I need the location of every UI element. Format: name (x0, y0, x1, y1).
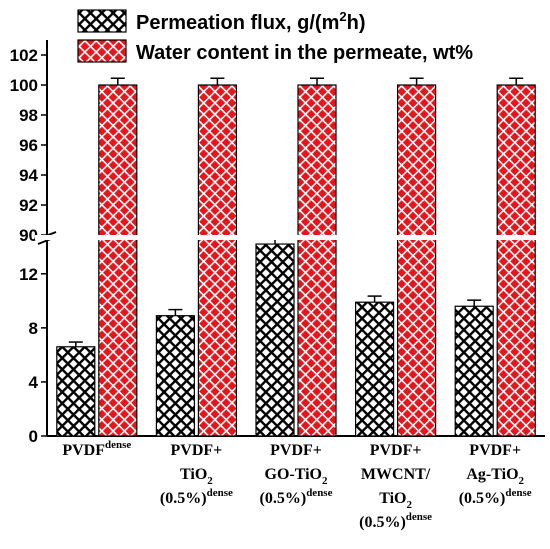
category-label-4: PVDF+ Ag-TiO2 (0.5%)dense (459, 442, 532, 507)
y-tick-label-upper-3: 96 (19, 136, 38, 155)
y-tick-label-lower-2: 8 (29, 319, 38, 338)
bars (35, 77, 547, 437)
bar-s0-1 (155, 315, 195, 437)
bar-s0-0 (56, 346, 96, 437)
bar-s1-1 (197, 84, 237, 437)
legend-label-permeation-flux: Permeation flux, g/(m2h) (136, 9, 366, 34)
category-label-1: PVDF+ TiO2 (0.5%)dense (160, 442, 233, 507)
category-label-0: PVDFdense (62, 439, 131, 459)
bar-s1-4 (496, 84, 536, 437)
axis-break-gap (35, 235, 547, 240)
legend-swatch-water-content (77, 39, 127, 63)
legend-label-water-content: Water content in the permeate, wt% (136, 42, 473, 64)
y-tick-label-upper-2: 94 (19, 166, 38, 185)
category-label-3: PVDF+ MWCNT/TiO2 (0.5%)dense (359, 442, 432, 531)
bar-s0-3 (355, 301, 395, 437)
bar-s1-0 (98, 84, 138, 437)
y-tick-label-upper-1: 92 (19, 196, 38, 215)
bar-s1-3 (397, 84, 437, 437)
y-tick-label-lower-1: 4 (29, 373, 39, 392)
category-label-2: PVDF+ GO-TiO2 (0.5%)dense (260, 442, 333, 507)
bar-s0-4 (454, 305, 494, 437)
bar-s0-2 (255, 243, 295, 437)
y-tick-label-lower-0: 0 (29, 427, 38, 446)
y-tick-label-upper-4: 98 (19, 106, 38, 125)
axes: 0 4 8 12 90 92 94 96 98 100 102 (10, 40, 545, 446)
bar-s1-2 (297, 84, 337, 437)
legend-swatch-permeation-flux (77, 9, 127, 33)
y-tick-label-upper-5: 100 (10, 76, 38, 95)
category-labels: PVDFdense PVDF+ TiO2 (0.5%)dense PVDF+ GO-TiO… (62, 439, 531, 531)
y-tick-label-upper-0: 90 (19, 226, 38, 245)
y-tick-label-lower-3: 12 (19, 265, 38, 284)
legend: Permeation flux, g/(m2h) Water content i… (77, 9, 473, 64)
y-tick-label-upper-6: 102 (10, 46, 38, 65)
